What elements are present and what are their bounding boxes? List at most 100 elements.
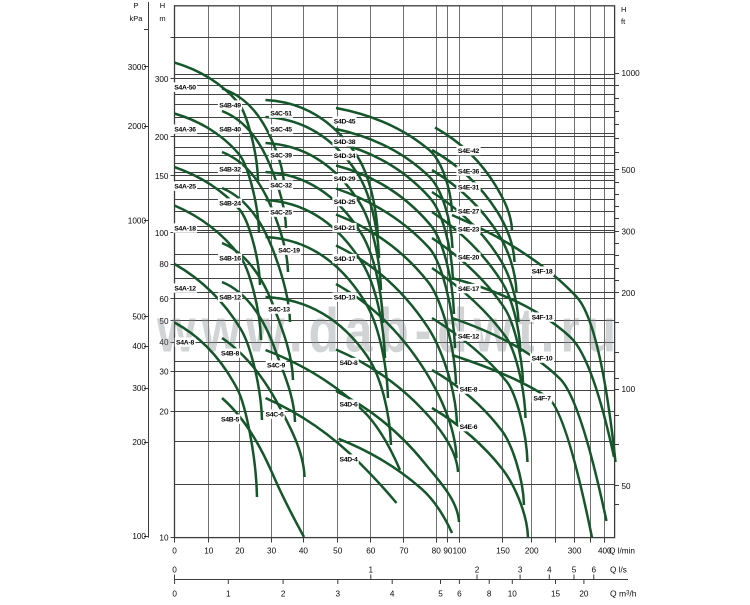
svg-text:S4D-25: S4D-25 <box>334 199 356 206</box>
svg-text:S4E-42: S4E-42 <box>458 148 480 155</box>
svg-text:S4D-6: S4D-6 <box>339 401 357 408</box>
svg-text:S4C-45: S4C-45 <box>270 126 292 133</box>
svg-text:1000: 1000 <box>128 217 147 226</box>
svg-text:40: 40 <box>299 547 309 556</box>
svg-text:H: H <box>621 5 626 14</box>
svg-text:80: 80 <box>159 260 169 269</box>
svg-text:S4D-4: S4D-4 <box>339 456 357 463</box>
svg-text:50: 50 <box>333 547 343 556</box>
svg-text:S4D-45: S4D-45 <box>334 118 356 125</box>
svg-text:1000: 1000 <box>622 69 641 78</box>
svg-text:10: 10 <box>204 547 214 556</box>
svg-text:50: 50 <box>159 317 169 326</box>
svg-text:S4A-36: S4A-36 <box>174 126 196 133</box>
svg-text:Q l/s: Q l/s <box>610 566 627 575</box>
svg-text:80: 80 <box>432 547 442 556</box>
svg-text:5: 5 <box>438 590 443 599</box>
svg-text:500: 500 <box>622 166 636 175</box>
svg-text:3: 3 <box>518 566 523 575</box>
svg-text:S4E-8: S4E-8 <box>460 386 478 393</box>
svg-text:S4E-27: S4E-27 <box>458 208 480 215</box>
svg-text:90: 90 <box>443 547 453 556</box>
svg-text:S4A-25: S4A-25 <box>174 183 196 190</box>
svg-text:S4A-18: S4A-18 <box>174 225 196 232</box>
svg-text:3: 3 <box>336 590 341 599</box>
svg-text:S4D-29: S4D-29 <box>334 176 356 183</box>
svg-text:S4B-40: S4B-40 <box>219 126 241 133</box>
svg-text:6: 6 <box>457 590 462 599</box>
svg-text:10: 10 <box>159 534 169 543</box>
svg-text:m: m <box>159 14 165 23</box>
svg-text:300: 300 <box>132 384 146 393</box>
svg-text:S4B-16: S4B-16 <box>219 255 241 262</box>
svg-text:S4E-31: S4E-31 <box>458 184 480 191</box>
svg-text:S4E-36: S4E-36 <box>458 168 480 175</box>
svg-text:50: 50 <box>622 482 632 491</box>
svg-text:150: 150 <box>496 547 510 556</box>
svg-text:200: 200 <box>622 289 636 298</box>
svg-text:300: 300 <box>622 228 636 237</box>
svg-text:40: 40 <box>159 338 169 347</box>
svg-text:S4D-17: S4D-17 <box>334 256 356 263</box>
svg-text:10: 10 <box>508 590 518 599</box>
svg-text:400: 400 <box>598 547 612 556</box>
svg-text:150: 150 <box>155 172 169 181</box>
svg-text:4: 4 <box>547 566 552 575</box>
svg-text:1: 1 <box>369 566 374 575</box>
svg-text:300: 300 <box>568 547 582 556</box>
svg-text:S4B-12: S4B-12 <box>219 294 241 301</box>
svg-text:20: 20 <box>159 408 169 417</box>
svg-text:S4C-6: S4C-6 <box>265 411 283 418</box>
svg-text:S4B-32: S4B-32 <box>219 166 241 173</box>
svg-text:0: 0 <box>172 566 177 575</box>
svg-text:2: 2 <box>475 566 480 575</box>
svg-text:S4E-17: S4E-17 <box>458 286 480 293</box>
svg-text:S4A-12: S4A-12 <box>174 285 196 292</box>
svg-text:500: 500 <box>132 313 146 322</box>
svg-text:100: 100 <box>155 229 169 238</box>
svg-text:S4C-25: S4C-25 <box>270 209 292 216</box>
svg-text:100: 100 <box>453 547 467 556</box>
svg-text:S4E-20: S4E-20 <box>458 254 480 261</box>
svg-text:S4E-23: S4E-23 <box>458 226 480 233</box>
svg-text:20: 20 <box>579 590 589 599</box>
svg-text:S4A-8: S4A-8 <box>176 339 194 346</box>
svg-text:100: 100 <box>622 385 636 394</box>
svg-text:20: 20 <box>235 547 245 556</box>
svg-text:200: 200 <box>155 133 169 142</box>
svg-text:200: 200 <box>525 547 539 556</box>
svg-text:ft: ft <box>621 17 626 26</box>
svg-text:30: 30 <box>267 547 277 556</box>
svg-text:S4D-38: S4D-38 <box>334 139 356 146</box>
svg-text:S4D-34: S4D-34 <box>334 153 356 160</box>
svg-text:2: 2 <box>281 590 286 599</box>
svg-text:Q m3/h: Q m3/h <box>610 589 637 599</box>
svg-text:4: 4 <box>390 590 395 599</box>
svg-text:0: 0 <box>172 590 177 599</box>
svg-text:100: 100 <box>132 532 146 541</box>
svg-text:0: 0 <box>172 547 177 556</box>
svg-text:S4B-24: S4B-24 <box>219 200 241 207</box>
svg-text:S4E-12: S4E-12 <box>458 333 480 340</box>
svg-text:S4A-50: S4A-50 <box>174 84 196 91</box>
svg-text:5: 5 <box>572 566 577 575</box>
svg-text:200: 200 <box>132 438 146 447</box>
svg-text:P: P <box>133 1 138 10</box>
svg-text:S4B-8: S4B-8 <box>221 350 239 357</box>
svg-text:S4B-49: S4B-49 <box>219 102 241 109</box>
svg-text:H: H <box>160 1 165 10</box>
svg-text:S4C-19: S4C-19 <box>278 247 300 254</box>
svg-text:15: 15 <box>551 590 561 599</box>
svg-text:S4C-9: S4C-9 <box>267 362 285 369</box>
svg-text:S4E-6: S4E-6 <box>460 424 478 431</box>
svg-text:S4F-18: S4F-18 <box>532 268 553 275</box>
svg-text:S4F-13: S4F-13 <box>532 314 553 321</box>
svg-text:S4C-13: S4C-13 <box>268 306 290 313</box>
svg-text:3000: 3000 <box>128 63 147 72</box>
svg-text:S4B-5: S4B-5 <box>221 416 239 423</box>
svg-text:60: 60 <box>159 295 169 304</box>
svg-text:1: 1 <box>226 590 231 599</box>
svg-text:S4D-21: S4D-21 <box>334 225 356 232</box>
svg-text:8: 8 <box>487 590 492 599</box>
svg-text:S4D-8: S4D-8 <box>339 360 357 367</box>
